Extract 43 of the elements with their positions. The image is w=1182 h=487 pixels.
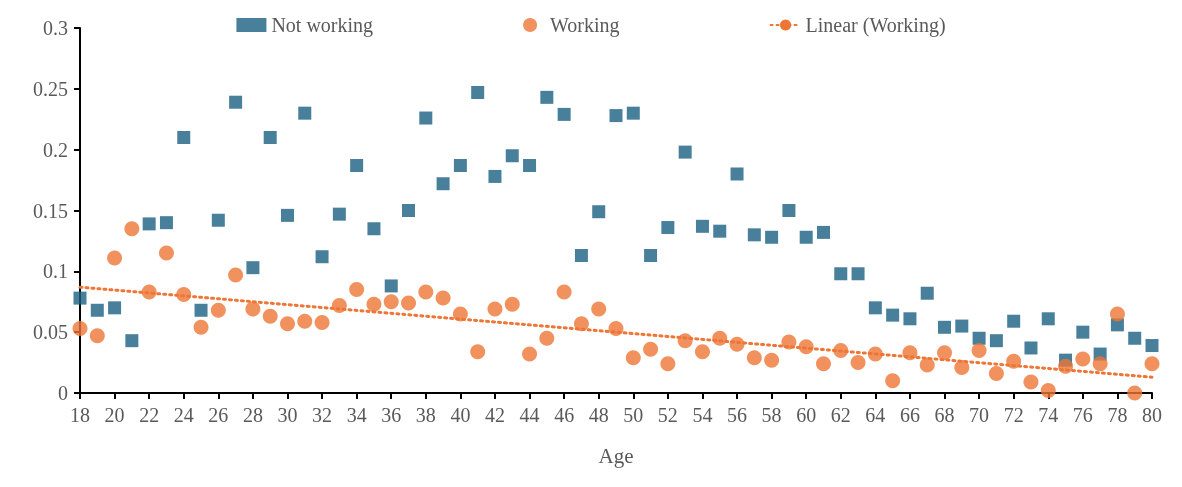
x-axis-title: Age	[598, 443, 634, 468]
x-tick-label: 32	[312, 404, 333, 426]
x-tick-label: 36	[381, 404, 402, 426]
x-tick-label: 66	[899, 404, 920, 426]
y-tick-label: 0	[58, 382, 68, 404]
x-tick-label: 48	[588, 404, 609, 426]
x-tick-label: 22	[139, 404, 160, 426]
x-tick-label: 54	[692, 404, 713, 426]
x-tick-label: 44	[519, 404, 540, 426]
x-tick-label: 20	[104, 404, 125, 426]
y-tick-label: 0.25	[33, 77, 68, 100]
x-tick-label: 78	[1107, 404, 1128, 426]
legend-label: Not working	[271, 14, 374, 37]
x-tick-label: 58	[761, 404, 782, 426]
x-tick-label: 76	[1072, 404, 1093, 426]
x-tick-label: 34	[346, 404, 367, 426]
y-tick-label: 0.05	[33, 321, 68, 344]
x-tick-label: 46	[554, 404, 575, 426]
y-tick-label: 0.15	[33, 199, 68, 222]
legend-label: Working	[550, 14, 620, 37]
x-tick-label: 26	[208, 404, 229, 426]
x-tick-label: 68	[934, 404, 955, 426]
x-tick-label: 52	[657, 404, 678, 426]
x-tick-label: 74	[1038, 404, 1059, 426]
x-tick-label: 28	[242, 404, 263, 426]
x-tick-label: 72	[1003, 404, 1024, 426]
x-tick-label: 80	[1142, 404, 1162, 426]
x-tick-label: 60	[796, 404, 817, 426]
x-tick-label: 70	[969, 404, 990, 426]
x-tick-label: 62	[830, 404, 851, 426]
x-tick-label: 56	[727, 404, 748, 426]
y-tick-label: 0.2	[43, 138, 68, 161]
x-tick-label: 42	[484, 404, 505, 426]
x-tick-label: 50	[623, 404, 644, 426]
x-tick-label: 38	[415, 404, 436, 426]
y-tick-label: 0.3	[43, 17, 68, 39]
x-tick-label: 40	[450, 404, 471, 426]
x-tick-label: 64	[865, 404, 886, 426]
y-tick-label: 0.1	[43, 260, 68, 283]
x-tick-label: 24	[173, 404, 194, 426]
x-tick-label: 18	[70, 404, 90, 426]
legend-label: Linear (Working)	[805, 14, 946, 37]
x-tick-label: 30	[277, 404, 298, 426]
